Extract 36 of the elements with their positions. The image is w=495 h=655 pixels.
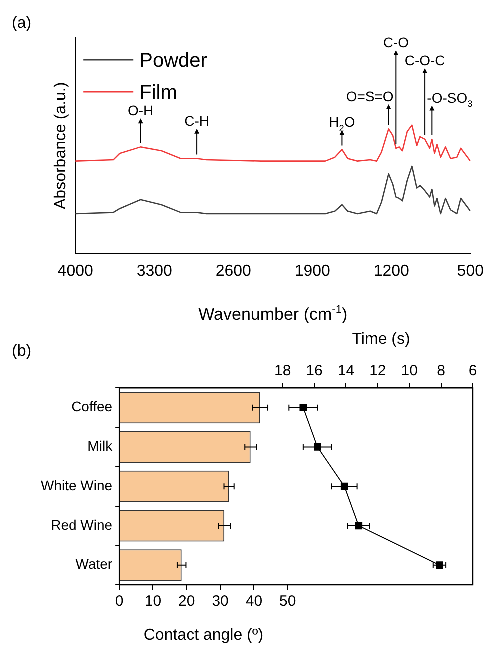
x-tick-label: 500: [457, 262, 484, 280]
y-axis-title: Absorbance (a.u.): [52, 82, 70, 210]
annotation: C-H: [184, 112, 210, 129]
legend-label: Film: [140, 82, 178, 104]
x2-tick-label: 12: [370, 362, 386, 380]
x-tick-label: 4000: [58, 262, 94, 280]
x-tick-label: 40: [246, 593, 263, 610]
y-tick-label: Coffee: [72, 398, 113, 415]
x-tick-label: 20: [178, 593, 196, 610]
x2-tick-label: 16: [306, 362, 323, 380]
annotation: C-O-C: [404, 52, 446, 69]
y-tick-label: White Wine: [40, 477, 113, 494]
x2-tick-label: 6: [468, 362, 478, 380]
x2-axis-title: Time (s): [352, 331, 410, 348]
x-tick-label: 30: [212, 593, 229, 610]
y-tick-label: Milk: [88, 438, 114, 454]
y-tick-label: Red Wine: [51, 516, 113, 533]
chart-title: (a): [12, 15, 32, 32]
x-tick-label: 2600: [216, 262, 252, 280]
x-tick-label: 1200: [374, 262, 410, 280]
x2-tick-label: 18: [274, 362, 292, 380]
x-tick-label: 0: [115, 593, 124, 610]
legend-label: Powder: [140, 50, 208, 72]
x-axis-title: Contact angle (º): [144, 627, 264, 644]
x2-tick-label: 8: [437, 362, 446, 380]
x2-tick-label: 14: [338, 362, 355, 380]
x-tick-label: 50: [280, 593, 296, 610]
x-tick-label: 1900: [294, 262, 331, 280]
chart-title: (b): [12, 343, 32, 360]
annotation: O-H: [128, 102, 154, 119]
annotation: C-O: [383, 34, 410, 51]
x-tick-label: 3300: [136, 262, 173, 280]
x-tick-label: 10: [144, 593, 162, 610]
annotation: O=S=O: [346, 88, 394, 105]
x2-tick-label: 10: [401, 362, 418, 380]
y-tick-label: Water: [76, 556, 113, 572]
